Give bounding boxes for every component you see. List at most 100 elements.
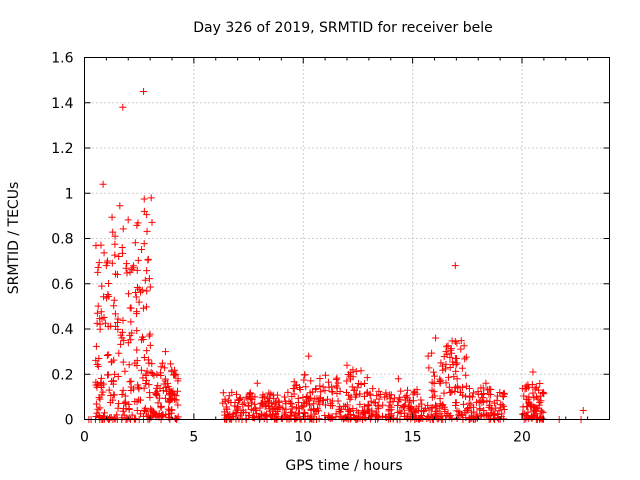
data-point xyxy=(532,383,540,391)
data-point xyxy=(105,386,113,394)
data-point xyxy=(108,259,116,267)
data-point xyxy=(231,409,239,417)
data-point xyxy=(117,340,125,348)
data-point xyxy=(520,392,528,400)
data-point xyxy=(445,373,453,381)
data-point xyxy=(382,389,390,397)
data-point xyxy=(237,411,245,419)
data-point xyxy=(290,390,298,398)
data-point xyxy=(272,414,280,422)
data-point xyxy=(484,386,492,394)
data-point xyxy=(321,387,329,395)
data-point xyxy=(232,390,240,398)
data-point xyxy=(302,393,310,401)
y-tick-label: 0.8 xyxy=(51,232,73,248)
data-point xyxy=(451,338,459,346)
y-tick-label: 1.2 xyxy=(51,141,73,157)
data-point xyxy=(357,380,365,388)
data-point xyxy=(159,412,167,420)
data-point xyxy=(368,407,376,415)
data-point xyxy=(316,400,324,408)
data-point xyxy=(488,406,496,414)
data-point xyxy=(140,407,148,415)
data-point xyxy=(102,262,110,270)
data-point xyxy=(272,400,280,408)
data-point xyxy=(104,291,112,299)
data-point xyxy=(127,377,135,385)
data-point xyxy=(295,409,303,417)
data-point xyxy=(110,296,118,304)
data-point xyxy=(280,393,288,401)
data-point xyxy=(417,396,425,404)
data-point xyxy=(111,310,119,318)
data-point xyxy=(142,380,150,388)
data-point xyxy=(145,332,153,340)
data-point xyxy=(357,367,365,375)
data-point xyxy=(170,391,178,399)
data-point xyxy=(483,397,491,405)
data-point xyxy=(234,402,242,410)
data-point xyxy=(305,352,313,360)
data-point xyxy=(133,346,141,354)
data-point xyxy=(144,256,152,264)
data-point xyxy=(418,400,426,408)
data-point xyxy=(92,413,100,421)
data-point xyxy=(165,398,173,406)
data-point xyxy=(479,394,487,402)
data-point xyxy=(375,387,383,395)
data-point xyxy=(96,315,104,323)
data-point xyxy=(409,390,417,398)
data-point xyxy=(500,402,508,410)
data-point xyxy=(379,401,387,409)
data-point xyxy=(93,361,101,369)
data-point xyxy=(378,412,386,420)
grid xyxy=(84,57,610,420)
data-point xyxy=(431,408,439,416)
data-point xyxy=(407,402,415,410)
data-point xyxy=(579,406,587,414)
data-point xyxy=(125,290,133,298)
y-axis-label: SRMTID / TECUs xyxy=(6,182,22,295)
data-point xyxy=(157,363,165,371)
data-point xyxy=(482,411,490,419)
data-point xyxy=(353,407,361,415)
data-point xyxy=(245,412,253,420)
data-point xyxy=(159,387,167,395)
data-point xyxy=(111,232,119,240)
data-point xyxy=(142,371,150,379)
data-point xyxy=(136,288,144,296)
data-point xyxy=(397,387,405,395)
data-point xyxy=(119,386,127,394)
data-point xyxy=(529,389,537,397)
y-tick-label: 0.6 xyxy=(51,277,73,293)
data-point xyxy=(146,330,154,338)
data-point xyxy=(135,298,143,306)
data-point xyxy=(113,411,121,419)
data-point xyxy=(491,411,499,419)
data-point xyxy=(245,393,253,401)
data-point xyxy=(143,367,151,375)
data-point xyxy=(452,367,460,375)
data-point xyxy=(174,375,182,383)
data-point xyxy=(385,405,393,413)
data-point xyxy=(141,276,149,284)
data-point xyxy=(430,388,438,396)
data-point xyxy=(137,366,145,374)
axis-ticks: 0 5 10 15 20 0 0.2 0.4 0.6 0.8 1 1.2 1.4 1.6 xyxy=(51,51,610,446)
data-point xyxy=(322,401,330,409)
data-point xyxy=(133,310,141,318)
data-point xyxy=(381,393,389,401)
data-point xyxy=(524,403,532,411)
data-point xyxy=(93,309,101,317)
data-point xyxy=(356,414,364,422)
data-point xyxy=(316,382,324,390)
data-point xyxy=(527,414,535,422)
data-point xyxy=(92,342,100,350)
data-point xyxy=(123,269,131,277)
data-point xyxy=(151,389,159,397)
data-point xyxy=(521,385,529,393)
data-point xyxy=(441,365,449,373)
data-point xyxy=(306,389,314,397)
data-point xyxy=(154,399,162,407)
data-point xyxy=(108,213,116,221)
